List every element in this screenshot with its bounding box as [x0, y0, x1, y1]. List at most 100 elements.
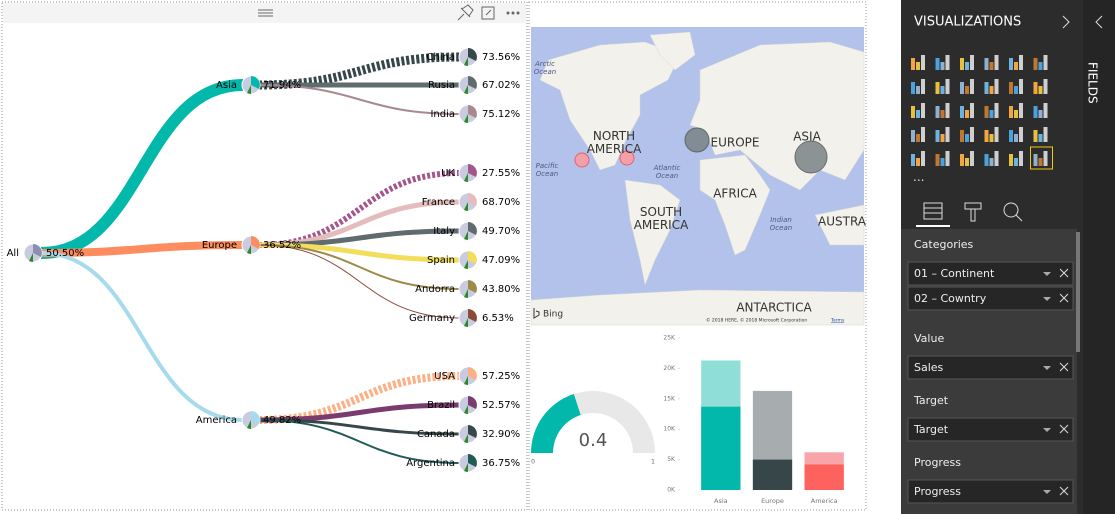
node-label: Andorra: [415, 284, 455, 295]
dropdown-icon[interactable]: [1043, 297, 1051, 301]
viz-icon[interactable]: [1033, 58, 1038, 70]
viz-icon[interactable]: [935, 154, 940, 166]
node-label: Rusia: [428, 80, 455, 91]
viz-icon[interactable]: [911, 82, 915, 94]
viz-icon[interactable]: [984, 82, 989, 94]
fields-title[interactable]: FIELDS: [1086, 62, 1100, 104]
node-pie: [464, 434, 468, 443]
viz-icon[interactable]: [960, 58, 964, 70]
remove-icon[interactable]: [1059, 424, 1069, 434]
gauge-max: 1: [651, 459, 655, 466]
node-pie: [468, 309, 477, 322]
viz-icon[interactable]: [1009, 58, 1013, 70]
well-label: Value: [914, 332, 944, 345]
node-pie: [464, 57, 468, 66]
bar[interactable]: [701, 406, 741, 490]
viz-icon: [940, 62, 945, 70]
map-bubble[interactable]: [574, 152, 590, 168]
node-pie: [468, 367, 477, 380]
viz-icon[interactable]: [1033, 82, 1038, 94]
collapse-icon[interactable]: [1062, 15, 1070, 29]
bar[interactable]: [752, 459, 793, 490]
remove-icon[interactable]: [1059, 486, 1069, 496]
viz-icon[interactable]: [960, 106, 964, 118]
viz-icon[interactable]: [1009, 130, 1013, 142]
node-pie: [468, 193, 477, 206]
node-label: USA: [434, 371, 455, 382]
expand-icon[interactable]: [1095, 15, 1103, 29]
dropdown-icon[interactable]: [1043, 428, 1051, 432]
node-value: 49.82%: [263, 415, 301, 426]
dropdown-icon[interactable]: [1043, 490, 1051, 494]
remove-icon[interactable]: [1059, 293, 1069, 303]
viz-icon: [945, 103, 950, 118]
viz-icon: [1019, 55, 1023, 70]
tree-link: [258, 419, 461, 464]
viz-icon[interactable]: [1009, 82, 1013, 94]
viz-icon: [970, 55, 974, 70]
viz-icon: [1038, 86, 1043, 94]
viz-icon[interactable]: [960, 82, 964, 94]
node-label: All: [7, 248, 19, 259]
viz-icon[interactable]: [935, 82, 940, 94]
remove-icon[interactable]: [1059, 268, 1069, 278]
viz-icon[interactable]: [984, 130, 989, 142]
dropdown-icon[interactable]: [1043, 366, 1051, 370]
viz-icon: [1019, 103, 1023, 118]
node-value: 49.70%: [482, 226, 520, 237]
viz-icon[interactable]: [1009, 106, 1013, 118]
dropdown-icon[interactable]: [1043, 272, 1051, 276]
well-label: Target: [913, 394, 949, 407]
map-bubble[interactable]: [619, 150, 635, 166]
viz-icon[interactable]: [984, 154, 989, 166]
node-pie: [464, 318, 468, 327]
remove-icon[interactable]: [1059, 362, 1069, 372]
gauge-label: 0.4: [579, 430, 608, 451]
more-icon[interactable]: ···: [913, 174, 924, 188]
viz-icon[interactable]: [984, 106, 989, 118]
field-pill[interactable]: [907, 479, 1074, 504]
y-tick-label: 15K: [663, 395, 676, 402]
node-label: UK: [441, 168, 455, 179]
viz-icon[interactable]: [935, 106, 940, 118]
viz-icon[interactable]: [911, 58, 915, 70]
viz-icon[interactable]: [1033, 130, 1038, 142]
viz-icon[interactable]: [1033, 154, 1038, 166]
viz-icon[interactable]: [1009, 154, 1013, 166]
node-pie: [33, 244, 42, 257]
node-label: America: [196, 415, 237, 426]
viz-icon: [1014, 86, 1018, 94]
header-icons[interactable]: [258, 4, 520, 21]
viz-icon[interactable]: [935, 130, 940, 142]
viz-icon: [994, 127, 999, 142]
viz-icon[interactable]: [911, 106, 915, 118]
viz-icon[interactable]: [1033, 106, 1038, 118]
map-bubble[interactable]: [684, 127, 710, 153]
viz-icon: [945, 79, 950, 94]
viz-icon[interactable]: [935, 58, 940, 70]
well-label: Progress: [914, 456, 961, 469]
viz-icon[interactable]: [960, 130, 964, 142]
bar[interactable]: [804, 464, 844, 490]
viz-icon: [1038, 134, 1043, 142]
tab-icons[interactable]: [923, 202, 1023, 222]
viz-icon-selected[interactable]: [1030, 146, 1053, 170]
viz-icon[interactable]: [911, 130, 915, 142]
map-terms[interactable]: Terms: [830, 318, 845, 324]
viz-icon[interactable]: [911, 154, 915, 166]
node-pie: [468, 76, 477, 89]
node-value: 57.25%: [482, 371, 520, 382]
field-pill[interactable]: [907, 286, 1074, 311]
map-label: ANTARCTICA: [736, 300, 812, 315]
map-bubbles[interactable]: [574, 127, 828, 174]
map-bubble[interactable]: [794, 140, 828, 174]
node-value: 73.56%: [482, 52, 520, 63]
field-pill[interactable]: [907, 355, 1074, 380]
node-pie: [251, 76, 260, 89]
viz-icon[interactable]: [984, 58, 989, 70]
field-pill[interactable]: [907, 417, 1074, 442]
viz-icon[interactable]: [960, 154, 964, 166]
field-pill[interactable]: [907, 261, 1074, 286]
y-tick-label: 25K: [663, 335, 676, 342]
